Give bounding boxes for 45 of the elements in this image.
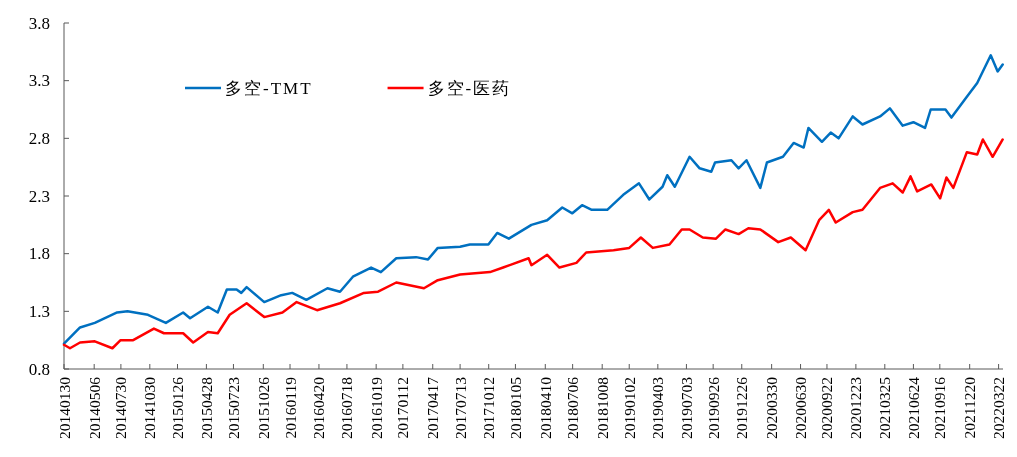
x-tick-label: 20150723 — [224, 376, 242, 439]
x-tick-label: 20200922 — [818, 377, 836, 439]
x-tick-label: 20190102 — [620, 377, 638, 439]
x-tick-label: 20170417 — [424, 376, 442, 439]
line-series — [62, 138, 1004, 350]
x-tick-label: 20161019 — [367, 376, 385, 439]
x-tick-label: 20181008 — [593, 376, 611, 439]
x-tick-label: 20180706 — [564, 376, 582, 439]
x-tick-label: 20180105 — [506, 376, 524, 439]
x-tick-label: 20170112 — [394, 377, 412, 439]
x-tick-label: 20200330 — [763, 376, 781, 439]
x-tick-label: 20211220 — [961, 376, 979, 439]
legend-label: 多空-医药 — [427, 79, 512, 98]
x-tick-label: 20180410 — [536, 376, 554, 439]
y-tick-label: 2.3 — [28, 186, 50, 206]
x-tick-label: 20191226 — [733, 376, 751, 439]
y-tick-label: 3.3 — [28, 71, 50, 91]
x-tick-label: 20151026 — [254, 376, 272, 439]
x-tick-label: 20210325 — [876, 376, 894, 439]
x-tick-label: 20170713 — [451, 376, 469, 439]
x-tick-label: 20210624 — [904, 376, 922, 439]
y-tick-label: 1.8 — [28, 244, 50, 264]
x-tick-label: 20140506 — [85, 376, 103, 439]
x-tick-label: 20220322 — [990, 377, 1008, 439]
y-tick-label: 2.8 — [28, 128, 50, 148]
y-tick-label: 1.3 — [28, 301, 50, 321]
x-tick-label: 20171012 — [480, 377, 498, 439]
x-tick-label: 20201223 — [847, 376, 865, 439]
line-series — [62, 54, 1004, 345]
y-tick-label: 3.8 — [28, 13, 50, 33]
x-tick-label: 20150428 — [197, 376, 215, 439]
x-tick-label: 20160420 — [310, 376, 328, 439]
x-tick-label: 20160119 — [281, 376, 299, 439]
x-tick-label: 20200630 — [792, 376, 810, 439]
x-tick-label: 20190703 — [677, 376, 695, 439]
x-tick-label: 20160718 — [338, 376, 356, 439]
x-tick-label: 20141030 — [141, 376, 159, 439]
y-tick-label: 0.8 — [28, 359, 50, 379]
x-tick-label: 20140130 — [55, 376, 73, 439]
x-tick-label: 20190926 — [704, 376, 722, 439]
x-tick-label: 20150126 — [168, 376, 186, 439]
x-tick-label: 20190403 — [649, 376, 667, 439]
x-tick-label: 20140730 — [112, 376, 130, 439]
x-tick-label: 20210916 — [931, 376, 949, 439]
legend-label: 多空-TMT — [225, 79, 313, 98]
